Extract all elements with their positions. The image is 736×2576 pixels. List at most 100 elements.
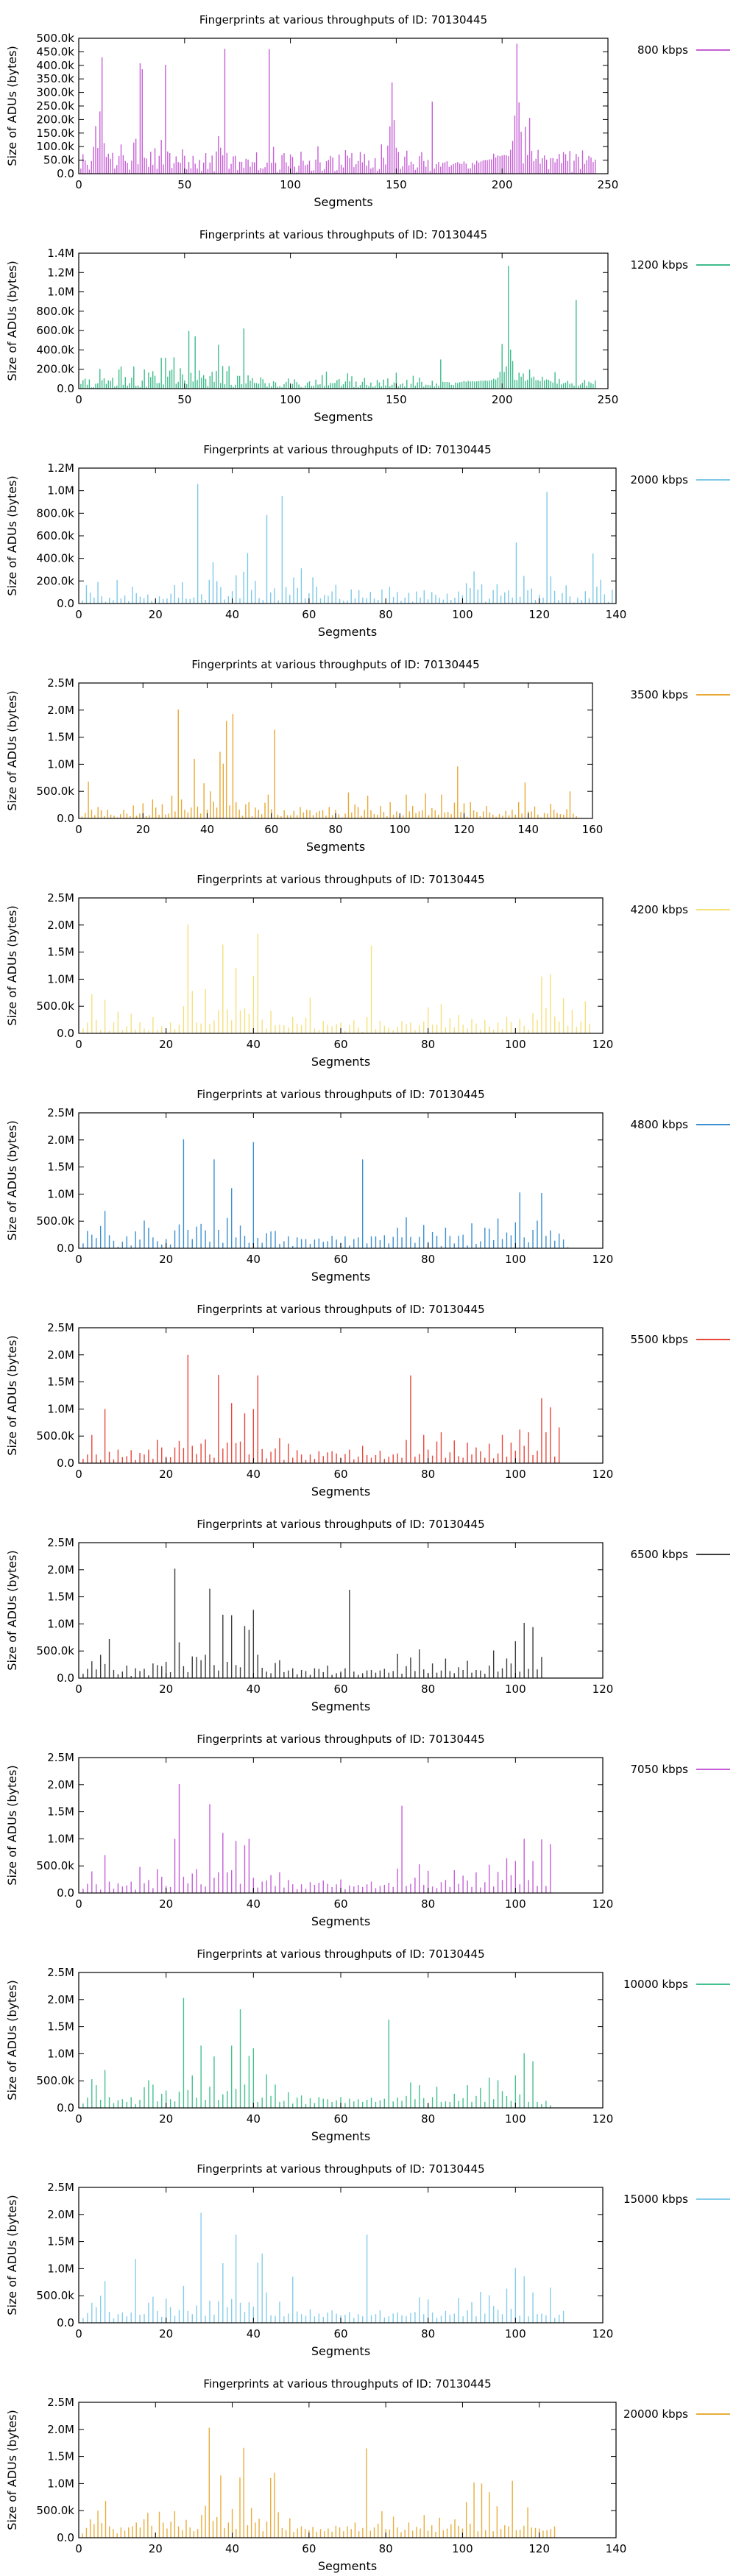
y-tick-label: 1.4M [47,247,74,260]
x-tick-label: 100 [505,2327,526,2340]
chart-title: Fingerprints at various throughputs of I… [197,1947,484,1961]
plot-area-border [78,897,604,1034]
y-tick-label: 1.0M [47,2262,74,2275]
y-tick-label: 1.0M [47,1187,74,1200]
y-tick-label: 2.5M [47,1106,74,1119]
x-tick-label: 120 [592,1897,614,1911]
y-tick-label: 150.0k [36,127,74,140]
x-tick-label: 40 [247,1682,261,1696]
x-tick-label: 60 [333,1682,347,1696]
x-tick-label: 100 [280,178,301,191]
y-tick-label: 2.0M [47,919,74,932]
y-axis-label: Size of ADUs (bytes) [5,2410,19,2530]
y-axis-label: Size of ADUs (bytes) [5,1120,19,1240]
y-tick-label: 500.0k [36,2074,74,2087]
x-tick-label: 160 [582,823,604,836]
x-tick-label: 80 [421,2112,435,2126]
y-tick-label: 250.0k [36,99,74,113]
x-tick-label: 0 [75,1038,82,1051]
plot-area-border [78,467,617,604]
x-tick-label: 40 [247,1468,261,1481]
y-tick-label: 200.0k [36,574,74,587]
y-tick-label: 1.5M [47,731,74,744]
chart-panel: Fingerprints at various throughputs of I… [5,1518,730,1713]
y-tick-label: 2.5M [47,1751,74,1764]
y-tick-label: 400.0k [36,59,74,72]
x-tick-label: 0 [75,1897,82,1911]
chart-title: Fingerprints at various throughputs of I… [199,228,487,241]
x-tick-label: 60 [333,2327,347,2340]
bar-series [81,710,577,818]
y-tick-label: 500.0k [36,2504,74,2517]
x-tick-label: 100 [452,608,473,621]
x-tick-label: 100 [452,2542,473,2555]
x-tick-label: 60 [333,1468,347,1481]
chart-panel: Fingerprints at various throughputs of I… [5,443,730,639]
chart-title: Fingerprints at various throughputs of I… [203,2377,491,2391]
x-tick-label: 120 [592,1038,614,1051]
x-axis-label: Segments [311,1270,370,1284]
x-tick-label: 0 [75,2112,82,2126]
x-tick-label: 100 [505,1897,526,1911]
chart-panel: Fingerprints at various throughputs of I… [5,1947,730,2143]
x-tick-label: 100 [505,2112,526,2126]
y-tick-label: 1.0M [47,2477,74,2490]
x-tick-label: 140 [606,608,627,621]
y-tick-label: 0.0 [57,1457,74,1470]
legend-label: 4200 kbps [631,903,689,916]
y-tick-label: 1.5M [47,2235,74,2248]
y-tick-label: 1.0M [47,2047,74,2060]
x-tick-label: 20 [159,1253,173,1266]
y-tick-label: 500.0k [36,999,74,1013]
legend-label: 6500 kbps [631,1548,689,1561]
y-tick-label: 1.0M [47,757,74,771]
y-tick-label: 500.0k [36,785,74,798]
bar-series [80,43,596,174]
y-tick-label: 1.0M [47,484,74,498]
y-axis-label: Size of ADUs (bytes) [5,905,19,1025]
y-tick-label: 200.0k [36,113,74,126]
legend-label: 10000 kbps [623,1978,688,1991]
chart-panel: Fingerprints at various throughputs of I… [5,873,730,1069]
x-tick-label: 150 [386,178,407,191]
x-tick-label: 20 [159,1897,173,1911]
y-tick-label: 2.0M [47,2423,74,2436]
x-tick-label: 80 [421,1253,435,1266]
y-tick-label: 1.5M [47,1590,74,1604]
x-axis-label: Segments [318,2559,377,2573]
y-tick-label: 500.0k [36,2289,74,2302]
x-tick-label: 60 [302,2542,316,2555]
y-tick-label: 1.5M [47,946,74,959]
y-tick-label: 300.0k [36,86,74,99]
y-tick-label: 2.0M [47,1778,74,1791]
x-axis-label: Segments [311,1699,370,1713]
y-tick-label: 1.0M [47,1832,74,1845]
y-tick-label: 0.0 [57,812,74,825]
x-tick-label: 20 [159,2327,173,2340]
x-axis-label: Segments [311,2129,370,2143]
bar-series [82,1784,551,1893]
x-tick-label: 120 [453,823,475,836]
chart-title: Fingerprints at various throughputs of I… [203,443,491,456]
y-tick-label: 1.0M [47,1402,74,1415]
bar-series [82,1998,551,2108]
y-tick-label: 2.5M [47,1536,74,1549]
bar-series [82,1354,560,1463]
x-tick-label: 40 [225,2542,239,2555]
y-axis-label: Size of ADUs (bytes) [5,690,19,810]
chart-panel: Fingerprints at various throughputs of I… [5,658,730,854]
x-tick-label: 100 [505,1468,526,1481]
x-tick-label: 40 [247,2327,261,2340]
plot-area-border [78,252,609,389]
y-tick-label: 800.0k [36,305,74,318]
legend-label: 7050 kbps [631,1763,689,1776]
bar-series [82,924,590,1033]
legend-label: 800 kbps [637,43,688,57]
x-axis-label: Segments [306,840,365,854]
chart-title: Fingerprints at various throughputs of I… [197,2162,484,2176]
x-tick-label: 40 [247,2112,261,2126]
x-tick-label: 60 [333,1897,347,1911]
chart-title: Fingerprints at various throughputs of I… [197,1518,484,1531]
y-tick-label: 800.0k [36,506,74,520]
bar-series [82,1568,542,1678]
